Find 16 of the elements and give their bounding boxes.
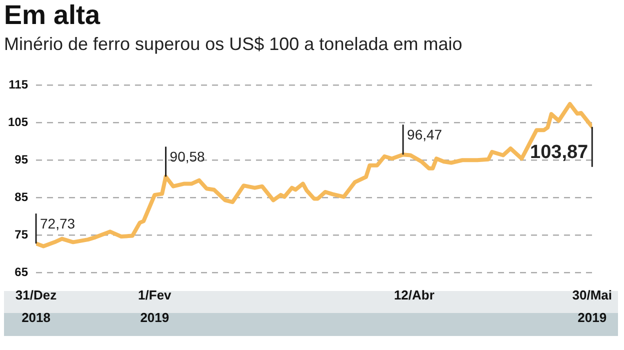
data-label: 103,87 bbox=[530, 142, 588, 164]
y-tick-label: 105 bbox=[8, 114, 28, 129]
chart-subtitle: Minério de ferro superou os US$ 100 a tonelada em maio bbox=[4, 34, 462, 55]
x-tick-label: 12/Abr bbox=[394, 287, 434, 302]
y-tick-label: 115 bbox=[8, 78, 28, 92]
data-label: 90,58 bbox=[170, 148, 206, 165]
y-tick-label: 85 bbox=[14, 190, 28, 204]
x-tick-label: 30/Mai 2019 bbox=[572, 287, 612, 326]
x-tick-label: 1/Fev 2019 bbox=[138, 287, 172, 326]
y-tick-label: 65 bbox=[14, 264, 28, 279]
data-label: 96,47 bbox=[407, 126, 442, 142]
data-label: 72,73 bbox=[40, 215, 76, 232]
y-tick-label: 75 bbox=[14, 227, 28, 242]
x-tick-label: 31/Dez 2018 bbox=[15, 287, 58, 326]
y-tick-label: 95 bbox=[14, 152, 28, 166]
chart-title: Em alta bbox=[4, 0, 100, 31]
